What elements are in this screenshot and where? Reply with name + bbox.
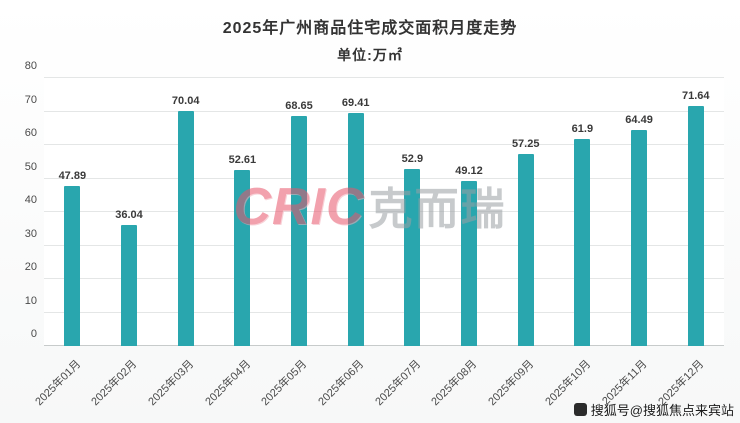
bar-column: 61.9 [554,78,611,346]
y-tick-label: 70 [24,93,37,106]
bar-value-label: 70.04 [171,95,200,108]
bar-column: 47.89 [44,78,101,346]
y-tick-label: 60 [24,127,37,139]
chart-title: 2025年广州商品住宅成交面积月度走势 [222,20,518,37]
bar-value-label: 68.65 [285,100,313,113]
bar-column: 64.49 [611,78,668,346]
bar-column: 52.61 [214,78,271,346]
y-tick-label: 80 [24,60,37,72]
y-tick-label: 50 [24,160,37,173]
bar-value-label: 36.04 [115,209,143,222]
gridline [44,77,724,78]
bar [461,181,478,346]
y-tick-label: 30 [24,227,37,240]
plot-area: 0 10 20 30 40 50 60 70 80 47.89 36.04 70.04 52.61 68… [25,60,724,346]
bar-value-label: 52.9 [401,152,424,165]
bar [177,111,194,346]
bar-column: 49.12 [441,78,498,346]
y-tick-label: 10 [24,294,37,307]
bar [517,154,534,346]
bar-value-label: 64.49 [625,113,653,126]
gridline [44,144,724,145]
bar [234,169,251,346]
sohu-logo-icon [573,403,587,416]
bar [291,116,308,346]
bar-column: 70.04 [157,78,214,346]
chart-header: 2025年广州商品住宅成交面积月度走势 单位:万㎡ [0,0,740,65]
bar [631,129,648,346]
bar-value-label: 69.41 [341,97,370,110]
bar-column: 36.04 [101,78,158,346]
bar-value-label: 47.89 [58,169,87,182]
gridline [44,278,724,279]
gridline [44,211,724,212]
bar-column: 68.65 [271,78,328,346]
y-tick-label: 40 [24,194,37,206]
chart-subtitle: 单位:万㎡ [337,47,403,63]
bar-value-label: 57.25 [511,138,540,151]
bar-value-label: 61.9 [571,122,594,135]
bars-row: 47.89 36.04 70.04 52.61 68.65 69.41 52.9 49.12 5… [44,78,724,346]
y-tick-label: 0 [30,328,37,340]
sohu-watermark-text: 搜狐号@搜狐焦点来宾站 [590,403,734,418]
gridline [44,177,724,179]
gridline [44,110,724,112]
sohu-watermark: 搜狐号@搜狐焦点来宾站 [573,400,734,419]
y-tick-label: 20 [24,261,37,273]
gridline [44,311,724,313]
bar [404,168,421,346]
bar-column: 52.9 [384,78,441,346]
bar [121,225,137,346]
bar-column: 57.25 [497,78,554,346]
bar-column: 69.41 [327,78,384,346]
x-axis-label: 2025年01月 [32,358,83,409]
gridline [44,244,724,246]
bar [574,138,591,346]
bar-value-label: 71.64 [681,90,710,103]
bar [687,106,704,346]
bar [64,185,81,346]
bar [347,113,364,346]
bar-value-label: 52.61 [228,153,257,166]
bar-column: 71.64 [667,78,724,346]
gridline [44,345,724,346]
bar-value-label: 49.12 [455,165,483,178]
